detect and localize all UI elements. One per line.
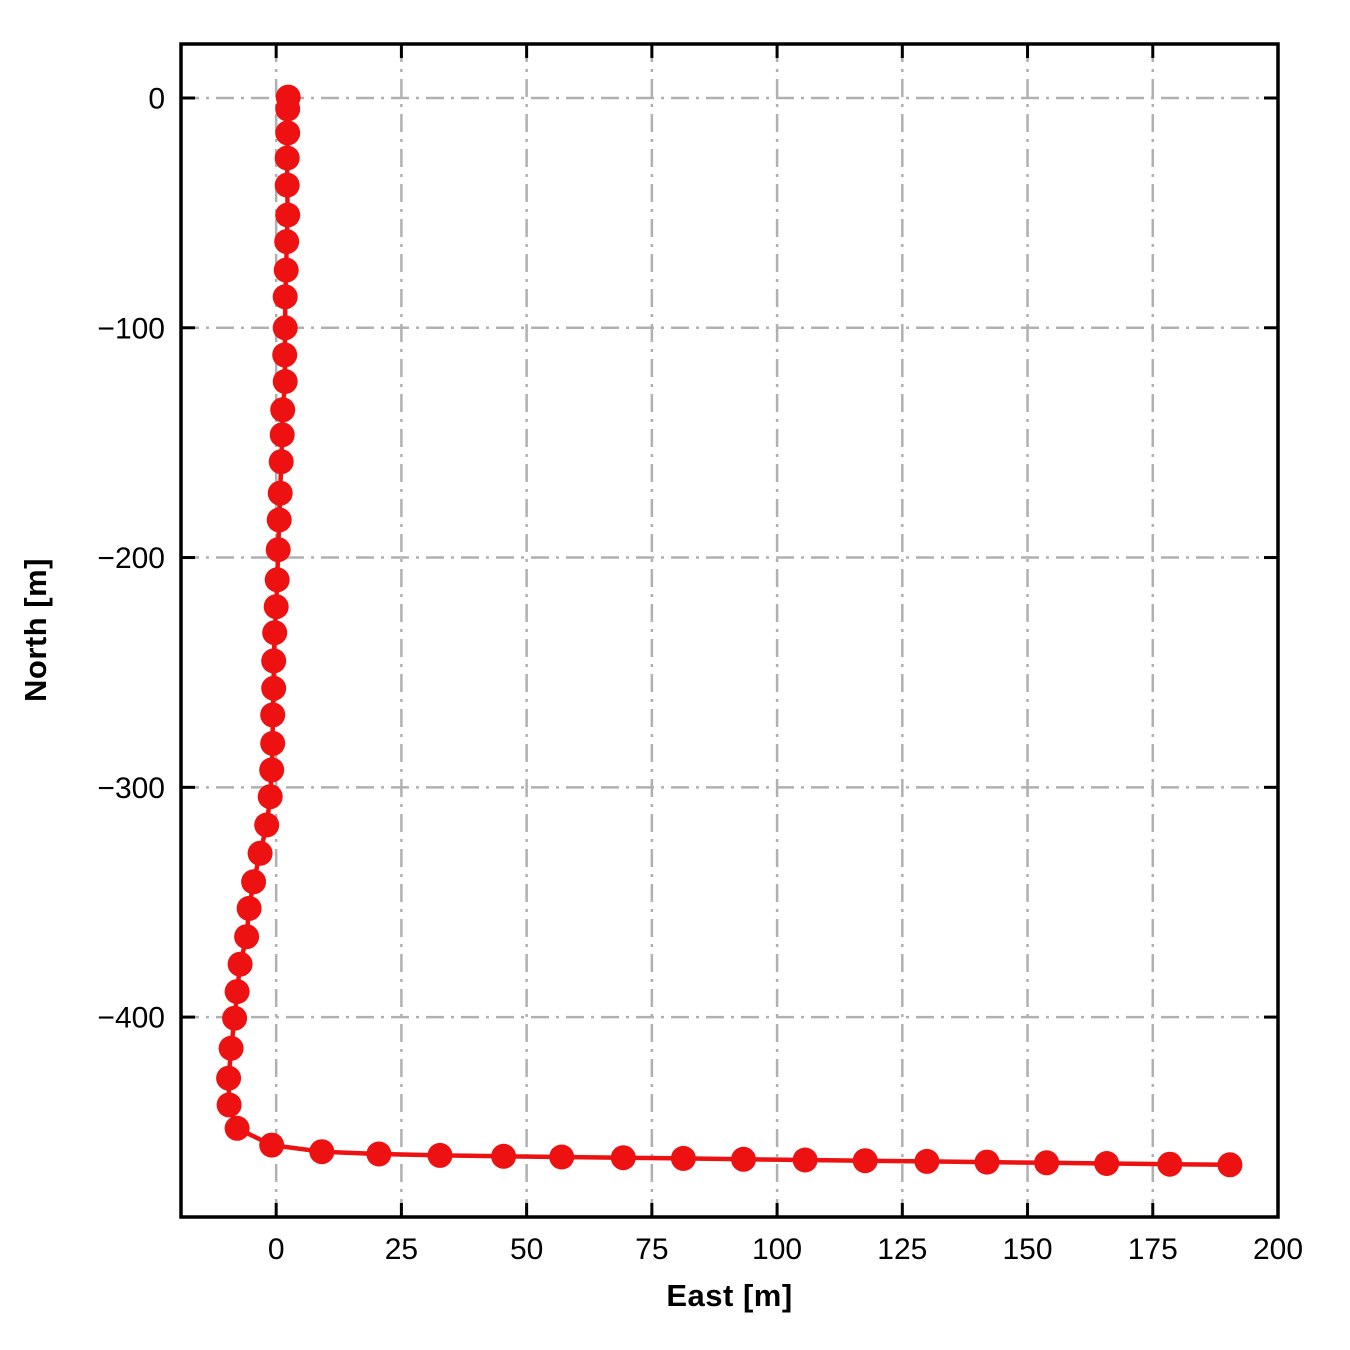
- data-point-marker: [260, 702, 286, 728]
- data-point-marker: [914, 1148, 940, 1174]
- y-axis-label: North [m]: [18, 558, 53, 702]
- x-tick-label: 150: [1003, 1233, 1053, 1266]
- y-tick-label: −100: [97, 312, 165, 345]
- data-point-marker: [272, 369, 298, 394]
- data-point-marker: [268, 449, 294, 475]
- data-point-marker: [275, 120, 301, 146]
- data-point-marker: [247, 840, 273, 866]
- data-point-marker: [216, 1092, 242, 1118]
- x-tick-label: 50: [510, 1233, 543, 1266]
- axes-layer: [179, 42, 1280, 1219]
- data-point-marker: [274, 229, 300, 255]
- data-point-marker: [269, 422, 295, 448]
- grid-layer: [181, 44, 1280, 1217]
- data-point-marker: [254, 812, 280, 838]
- y-tick-label: −300: [97, 772, 165, 805]
- data-point-marker: [263, 594, 289, 620]
- data-point-marker: [260, 730, 286, 756]
- data-point-marker: [261, 675, 287, 701]
- tick-label-layer: 0 25 50 75 100 125 150 175 200 0 −100 −200 −300 −400: [97, 82, 1303, 1266]
- data-point-marker: [257, 784, 283, 810]
- data-point-marker: [272, 342, 298, 368]
- data-point-marker: [366, 1141, 392, 1167]
- data-point-marker: [241, 869, 267, 895]
- x-tick-label: 175: [1128, 1233, 1178, 1266]
- series-layer: [216, 84, 1243, 1178]
- data-point-marker: [549, 1144, 575, 1170]
- data-point-marker: [265, 537, 291, 563]
- data-point-marker: [234, 924, 260, 950]
- data-point-marker: [218, 1035, 244, 1061]
- data-point-marker: [427, 1142, 453, 1168]
- data-point-marker: [236, 895, 262, 921]
- data-point-marker: [259, 1132, 285, 1158]
- data-point-marker: [264, 567, 290, 593]
- data-point-marker: [273, 257, 299, 283]
- data-point-marker: [1217, 1152, 1243, 1178]
- data-point-marker: [272, 284, 298, 310]
- data-point-marker: [309, 1139, 335, 1165]
- x-tick-label: 25: [385, 1233, 418, 1266]
- data-point-marker: [267, 480, 293, 506]
- x-axis-label: East [m]: [666, 1278, 793, 1313]
- plot-border: [179, 42, 1280, 1219]
- data-point-marker: [224, 1115, 250, 1141]
- x-tick-label: 100: [752, 1233, 802, 1266]
- data-point-marker: [274, 172, 300, 198]
- data-point-marker: [227, 951, 253, 977]
- data-point-marker: [275, 96, 301, 122]
- x-tick-label: 75: [635, 1233, 668, 1266]
- x-tick-label: 200: [1253, 1233, 1303, 1266]
- data-point-marker: [792, 1147, 818, 1173]
- data-point-marker: [1157, 1151, 1183, 1177]
- data-point-marker: [259, 757, 285, 783]
- data-point-marker: [610, 1145, 636, 1171]
- y-tick-label: −200: [97, 542, 165, 575]
- x-tick-label: 125: [877, 1233, 927, 1266]
- data-point-marker: [670, 1145, 696, 1171]
- y-tick-label: −400: [97, 1002, 165, 1035]
- data-point-marker: [262, 620, 288, 646]
- data-point-marker: [266, 507, 292, 533]
- data-point-marker: [261, 648, 287, 674]
- data-point-marker: [216, 1065, 242, 1091]
- data-point-marker: [275, 202, 301, 228]
- data-point-marker: [274, 145, 300, 171]
- data-point-marker: [974, 1149, 1000, 1175]
- y-tick-label: 0: [148, 82, 165, 115]
- data-point-marker: [491, 1143, 517, 1169]
- data-point-marker: [731, 1146, 756, 1172]
- data-point-marker: [224, 979, 250, 1005]
- data-point-marker: [272, 315, 298, 341]
- data-point-marker: [222, 1005, 248, 1031]
- x-tick-label: 0: [268, 1233, 285, 1266]
- trajectory-line: [226, 94, 1233, 1168]
- data-point-marker: [270, 397, 296, 423]
- data-point-marker: [1094, 1151, 1120, 1176]
- data-point-marker: [1034, 1150, 1060, 1176]
- data-point-marker: [852, 1148, 878, 1174]
